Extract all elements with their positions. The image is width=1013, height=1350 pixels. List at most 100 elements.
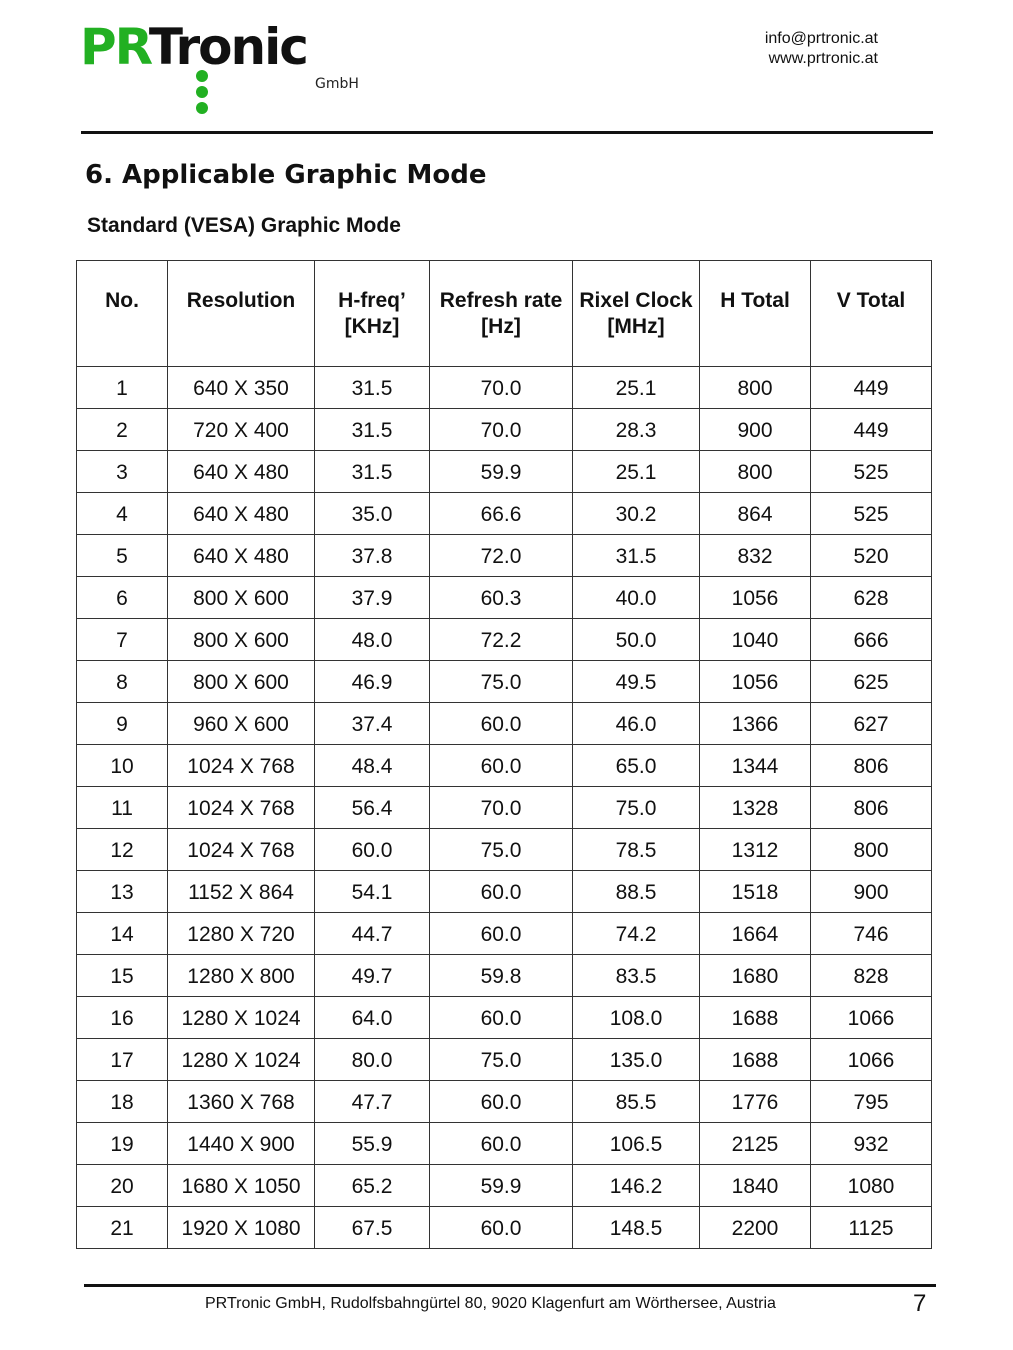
table-cell: 16 — [76, 996, 168, 1039]
table-cell: 60.0 — [429, 996, 573, 1039]
table-cell: 640 X 480 — [167, 450, 315, 493]
table-cell: 37.8 — [314, 534, 430, 577]
table-cell: 900 — [699, 408, 811, 451]
table-cell: 640 X 480 — [167, 534, 315, 577]
table-row: 1 640 X 350 31.5 70.0 25.1 800 449 — [76, 366, 932, 409]
table-cell: 74.2 — [572, 912, 700, 955]
table-cell: 15 — [76, 954, 168, 997]
header-divider — [81, 131, 933, 134]
table-cell: 65.0 — [572, 744, 700, 787]
table-cell: 832 — [699, 534, 811, 577]
table-row: 21 1920 X 1080 67.5 60.0 148.5 2200 1125 — [76, 1206, 932, 1249]
table-cell: 1280 X 720 — [167, 912, 315, 955]
table-row: 15 1280 X 800 49.7 59.8 83.5 1680 828 — [76, 954, 932, 997]
table-cell: 795 — [810, 1080, 932, 1123]
table-cell: 1680 — [699, 954, 811, 997]
table-cell: 47.7 — [314, 1080, 430, 1123]
table-cell: 37.4 — [314, 702, 430, 745]
table-cell: 56.4 — [314, 786, 430, 829]
table-row: 13 1152 X 864 54.1 60.0 88.5 1518 900 — [76, 870, 932, 913]
table-cell: 5 — [76, 534, 168, 577]
table-cell: 666 — [810, 618, 932, 661]
table-cell: 525 — [810, 450, 932, 493]
table-cell: 1024 X 768 — [167, 744, 315, 787]
subtitle: Standard (VESA) Graphic Mode — [87, 214, 401, 237]
table-cell: 35.0 — [314, 492, 430, 535]
table-cell: 31.5 — [314, 408, 430, 451]
table-cell: 1280 X 1024 — [167, 996, 315, 1039]
table-cell: 60.0 — [429, 1206, 573, 1249]
table-cell: 146.2 — [572, 1164, 700, 1207]
table-cell: 1280 X 1024 — [167, 1038, 315, 1081]
table-cell: 1688 — [699, 996, 811, 1039]
table-cell: 54.1 — [314, 870, 430, 913]
column-header: Resolution — [167, 260, 315, 367]
table-cell: 1440 X 900 — [167, 1122, 315, 1165]
table-cell: 806 — [810, 744, 932, 787]
table-cell: 13 — [76, 870, 168, 913]
table-cell: 864 — [699, 492, 811, 535]
footer-address: PRTronic GmbH, Rudolfsbahngürtel 80, 902… — [205, 1295, 776, 1312]
table-cell: 2200 — [699, 1206, 811, 1249]
table-cell: 900 — [810, 870, 932, 913]
table-cell: 2125 — [699, 1122, 811, 1165]
table-cell: 932 — [810, 1122, 932, 1165]
table-cell: 17 — [76, 1038, 168, 1081]
table-row: 5 640 X 480 37.8 72.0 31.5 832 520 — [76, 534, 932, 577]
table-cell: 60.0 — [429, 870, 573, 913]
graphic-mode-table: No. Resolution H-freq’ [KHz] Refresh rate [Hz… — [76, 260, 932, 1249]
header-line: V Total — [836, 288, 906, 312]
table-cell: 525 — [810, 492, 932, 535]
table-cell: 18 — [76, 1080, 168, 1123]
table-cell: 31.5 — [314, 450, 430, 493]
section-title: 6. Applicable Graphic Mode — [85, 160, 487, 190]
table-cell: 60.0 — [429, 1080, 573, 1123]
table-cell: 148.5 — [572, 1206, 700, 1249]
table-cell: 1518 — [699, 870, 811, 913]
table-cell: 70.0 — [429, 408, 573, 451]
table-cell: 1688 — [699, 1038, 811, 1081]
table-cell: 60.0 — [314, 828, 430, 871]
table-row: 7 800 X 600 48.0 72.2 50.0 1040 666 — [76, 618, 932, 661]
table-cell: 960 X 600 — [167, 702, 315, 745]
table-cell: 1344 — [699, 744, 811, 787]
table-cell: 1 — [76, 366, 168, 409]
table-cell: 520 — [810, 534, 932, 577]
table-cell: 135.0 — [572, 1038, 700, 1081]
table-cell: 25.1 — [572, 450, 700, 493]
table-cell: 625 — [810, 660, 932, 703]
table-cell: 14 — [76, 912, 168, 955]
column-header: No. — [76, 260, 168, 367]
table-cell: 60.0 — [429, 744, 573, 787]
table-cell: 67.5 — [314, 1206, 430, 1249]
table-cell: 70.0 — [429, 786, 573, 829]
email-link[interactable]: info@prtronic.at — [764, 30, 878, 47]
table-cell: 1080 — [810, 1164, 932, 1207]
table-cell: 49.5 — [572, 660, 700, 703]
table-cell: 828 — [810, 954, 932, 997]
table-cell: 640 X 480 — [167, 492, 315, 535]
table-cell: 800 — [810, 828, 932, 871]
table-cell: 60.3 — [429, 576, 573, 619]
table-cell: 31.5 — [572, 534, 700, 577]
table-cell: 806 — [810, 786, 932, 829]
table-cell: 78.5 — [572, 828, 700, 871]
column-header: V Total — [810, 260, 932, 367]
header-line: Rixel Clock — [579, 288, 693, 312]
table-cell: 19 — [76, 1122, 168, 1165]
table-cell: 7 — [76, 618, 168, 661]
table-cell: 800 — [699, 450, 811, 493]
table-cell: 1066 — [810, 996, 932, 1039]
table-cell: 628 — [810, 576, 932, 619]
table-cell: 37.9 — [314, 576, 430, 619]
table-cell: 1280 X 800 — [167, 954, 315, 997]
website-link[interactable]: www.prtronic.at — [768, 50, 878, 67]
table-cell: 21 — [76, 1206, 168, 1249]
table-cell: 800 X 600 — [167, 660, 315, 703]
table-row: 16 1280 X 1024 64.0 60.0 108.0 1688 1066 — [76, 996, 932, 1039]
column-header: Rixel Clock [MHz] — [572, 260, 700, 367]
table-cell: 28.3 — [572, 408, 700, 451]
table-row: 4 640 X 480 35.0 66.6 30.2 864 525 — [76, 492, 932, 535]
table-cell: 25.1 — [572, 366, 700, 409]
table-cell: 50.0 — [572, 618, 700, 661]
